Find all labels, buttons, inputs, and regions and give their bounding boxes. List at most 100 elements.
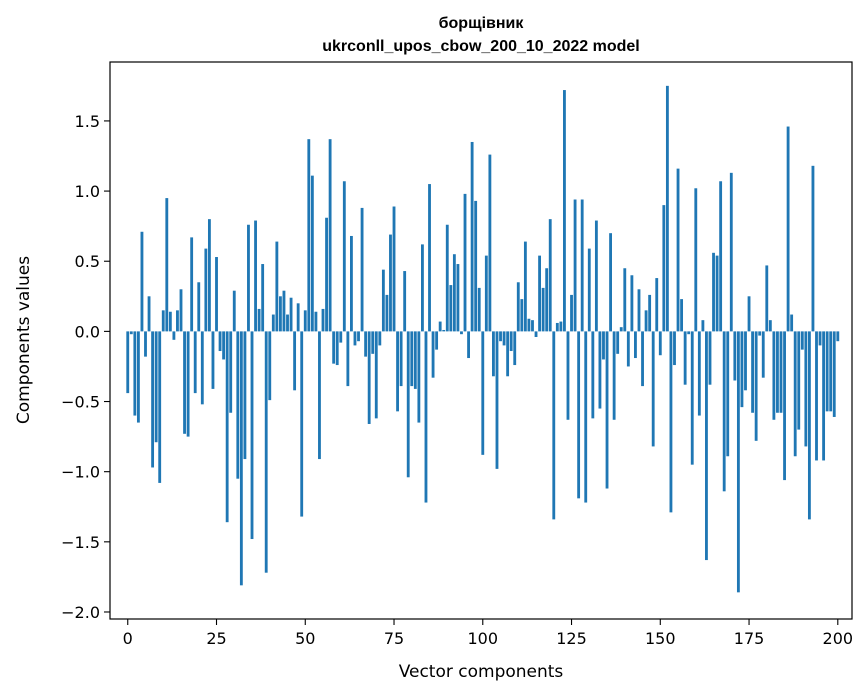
bar-141 — [626, 331, 630, 367]
bar-51 — [307, 139, 311, 332]
bar-45 — [286, 314, 289, 332]
bar-147 — [648, 294, 652, 332]
bar-74 — [389, 234, 392, 332]
bar-21 — [200, 331, 204, 405]
bar-101 — [484, 255, 488, 332]
bar-38 — [261, 264, 265, 332]
bar-23 — [207, 219, 211, 332]
bar-136 — [609, 233, 612, 332]
bar-90 — [445, 224, 449, 332]
bar-114 — [531, 320, 534, 332]
bar-115 — [534, 331, 538, 337]
bar-189 — [797, 331, 801, 430]
bar-65 — [357, 331, 360, 342]
x-axis-ticks: 0 25 50 75 100 125 150 175 200 — [123, 619, 853, 648]
bar-197 — [825, 331, 829, 412]
bar-41 — [271, 314, 275, 332]
bar-16 — [183, 331, 186, 434]
x-tick-label: 125 — [556, 629, 587, 648]
bar-107 — [506, 331, 510, 377]
bar-50 — [303, 310, 307, 332]
bar-177 — [754, 331, 758, 441]
bar-49 — [300, 331, 304, 517]
bar-96 — [467, 331, 470, 359]
bar-159 — [690, 331, 694, 465]
bar-84 — [424, 331, 428, 503]
chart-title: борщівник — [439, 15, 525, 32]
bar-91 — [449, 285, 453, 332]
bar-5 — [144, 331, 147, 357]
bar-99 — [477, 287, 481, 332]
bar-137 — [612, 331, 616, 420]
bar-139 — [619, 327, 623, 332]
bar-129 — [584, 331, 588, 503]
bar-12 — [168, 311, 172, 332]
bar-83 — [421, 244, 424, 332]
bar-131 — [591, 331, 595, 419]
bar-183 — [776, 331, 779, 413]
bar-10 — [161, 310, 165, 332]
bar-148 — [651, 331, 655, 447]
bar-138 — [616, 331, 620, 354]
bar-95 — [463, 193, 467, 332]
bar-52 — [310, 175, 314, 332]
bar-199 — [832, 331, 836, 417]
bar-130 — [587, 248, 591, 332]
bar-132 — [594, 220, 598, 332]
bar-35 — [250, 331, 254, 540]
x-tick-label: 100 — [468, 629, 499, 648]
bar-60 — [339, 331, 343, 343]
bar-64 — [353, 331, 357, 346]
plot-frame — [109, 61, 853, 620]
bar-191 — [804, 331, 808, 447]
bar-165 — [712, 252, 715, 332]
bar-77 — [399, 331, 403, 387]
bar-200 — [836, 331, 840, 342]
x-axis-label: Vector components — [399, 662, 564, 682]
bar-196 — [822, 331, 826, 461]
bar-72 — [381, 269, 385, 332]
bar-116 — [538, 255, 541, 332]
bar-1 — [129, 331, 133, 335]
bar-167 — [719, 181, 723, 332]
bar-146 — [644, 310, 648, 332]
bar-173 — [740, 331, 744, 408]
bar-3 — [136, 331, 140, 423]
bar-8 — [154, 331, 158, 443]
bar-108 — [509, 331, 513, 352]
bar-14 — [176, 310, 179, 332]
bar-171 — [733, 331, 737, 381]
bar-22 — [204, 248, 208, 332]
bar-63 — [350, 235, 353, 332]
bar-178 — [758, 331, 762, 336]
y-axis-ticks: −2.0 −1.5 −1.0 −0.5 0.0 0.5 1.0 1.5 — [61, 112, 110, 622]
bar-170 — [729, 172, 733, 332]
bar-17 — [186, 331, 190, 437]
bar-71 — [378, 331, 382, 346]
bar-135 — [605, 331, 609, 489]
bar-106 — [502, 331, 506, 346]
x-tick-label: 0 — [123, 629, 133, 648]
bar-126 — [573, 199, 577, 332]
bar-29 — [229, 331, 233, 413]
bar-70 — [374, 331, 378, 419]
bar-48 — [296, 303, 300, 332]
bar-66 — [360, 207, 364, 332]
bar-0 — [126, 331, 130, 394]
bar-117 — [541, 287, 545, 332]
bar-105 — [499, 331, 502, 342]
bar-185 — [783, 331, 786, 481]
bar-47 — [293, 331, 297, 391]
bar-133 — [598, 331, 602, 409]
y-tick-label: 0.0 — [75, 322, 100, 341]
bar-163 — [705, 331, 708, 561]
bar-169 — [726, 331, 730, 457]
bar-153 — [669, 331, 673, 513]
bar-62 — [346, 331, 350, 387]
bar-143 — [634, 331, 637, 359]
bar-187 — [790, 314, 794, 332]
bar-123 — [563, 90, 566, 332]
bar-24 — [211, 331, 215, 389]
bar-87 — [435, 331, 439, 350]
bar-190 — [800, 331, 804, 350]
